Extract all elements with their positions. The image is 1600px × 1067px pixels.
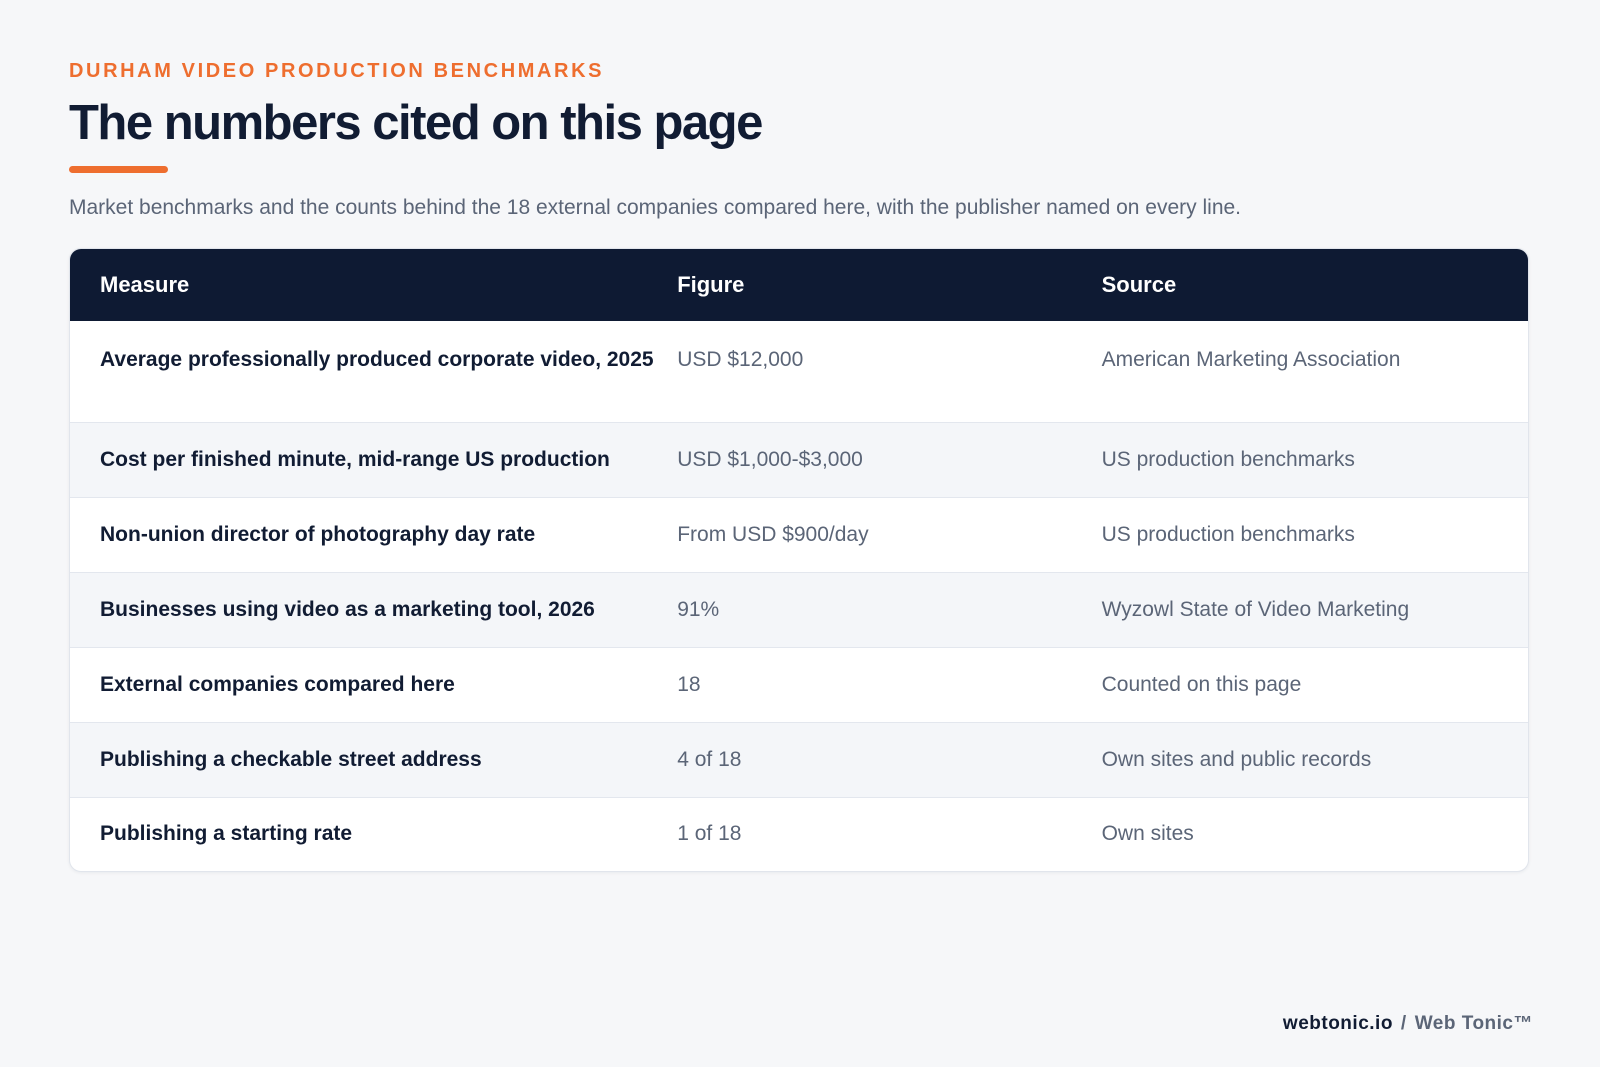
cell-figure: 1 of 18 (677, 822, 742, 845)
table-row: Publishing a starting rate 1 of 18 Own s… (70, 797, 1528, 871)
cell-figure: From USD $900/day (677, 523, 869, 546)
page-title: The numbers cited on this page (69, 96, 763, 150)
table-row: Businesses using video as a marketing to… (70, 572, 1528, 647)
title-accent-rule (69, 166, 168, 173)
cell-figure: USD $12,000 (677, 348, 804, 371)
column-header-measure: Measure (100, 272, 190, 297)
table-row: Publishing a checkable street address 4 … (70, 722, 1528, 797)
cell-source: Own sites and public records (1101, 748, 1372, 771)
cell-measure: Non-union director of photography day ra… (100, 523, 536, 546)
footer-credit: webtonic.io / Web Tonic™ (1283, 1013, 1533, 1035)
cell-source: Wyzowl State of Video Marketing (1101, 598, 1410, 621)
cell-measure: External companies compared here (100, 673, 455, 696)
cell-figure: 4 of 18 (677, 748, 742, 771)
column-header-source: Source (1101, 272, 1177, 297)
table-row: Non-union director of photography day ra… (70, 497, 1528, 572)
column-header-figure: Figure (677, 272, 745, 297)
cell-figure: 91% (677, 598, 720, 621)
table-row: External companies compared here 18 Coun… (70, 647, 1528, 722)
cell-source: Own sites (1101, 822, 1194, 845)
eyebrow-label: DURHAM VIDEO PRODUCTION BENCHMARKS (69, 60, 605, 82)
page-subtitle: Market benchmarks and the counts behind … (69, 196, 1242, 219)
cell-figure: 18 (677, 673, 701, 696)
cell-measure: Publishing a starting rate (100, 822, 353, 845)
cell-measure: Average professionally produced corporat… (100, 348, 654, 371)
cell-source: US production benchmarks (1101, 448, 1355, 471)
table-row: Average professionally produced corporat… (70, 321, 1528, 422)
benchmarks-table: Measure Figure Source Average profession… (69, 248, 1529, 872)
footer-separator: / (1400, 1013, 1407, 1034)
cell-measure: Publishing a checkable street address (100, 748, 482, 771)
table-body: Average professionally produced corporat… (70, 321, 1528, 871)
footer-domain: webtonic.io (1282, 1013, 1393, 1034)
table-header: Measure Figure Source (70, 249, 1528, 321)
cell-measure: Cost per finished minute, mid-range US p… (100, 448, 610, 471)
table-row: Cost per finished minute, mid-range US p… (70, 422, 1528, 497)
cell-source: Counted on this page (1101, 673, 1302, 696)
cell-figure: USD $1,000-$3,000 (677, 448, 863, 471)
cell-source: US production benchmarks (1101, 523, 1355, 546)
footer-brand: Web Tonic™ (1414, 1013, 1533, 1034)
cell-measure: Businesses using video as a marketing to… (100, 598, 595, 621)
cell-source: American Marketing Association (1101, 348, 1401, 371)
